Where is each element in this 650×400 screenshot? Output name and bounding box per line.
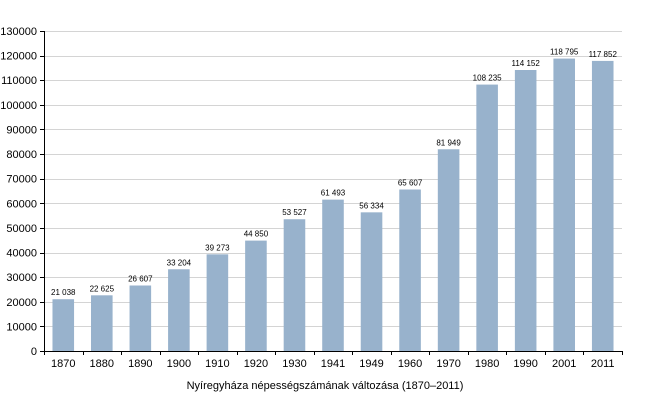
bar	[245, 240, 267, 351]
data-label: 26 607	[128, 275, 153, 284]
data-label: 114 152	[512, 59, 541, 68]
y-tick-label: 70000	[6, 174, 37, 186]
data-label: 39 273	[205, 243, 230, 252]
data-label: 22 625	[90, 284, 115, 293]
y-tick-label: 130000	[0, 26, 37, 38]
x-tick-label: 1910	[205, 358, 229, 370]
bar	[91, 295, 113, 351]
x-tick-label: 1900	[167, 358, 191, 370]
x-tick-label: 1870	[51, 358, 75, 370]
bar	[399, 189, 421, 351]
bar	[514, 70, 537, 351]
data-label: 65 607	[398, 179, 423, 188]
chart-title: Nyíregyháza népességszámának változása (…	[186, 380, 464, 392]
x-tick-label: 1980	[475, 358, 499, 370]
bar	[360, 212, 383, 351]
y-tick-label: 90000	[6, 124, 37, 136]
y-tick-label: 10000	[6, 321, 37, 333]
bar	[322, 199, 344, 351]
bar	[283, 219, 306, 351]
y-tick-label: 30000	[6, 272, 37, 284]
bar	[168, 269, 190, 351]
bar	[206, 254, 229, 351]
bar	[476, 84, 498, 352]
x-tick-label: 1990	[513, 358, 537, 370]
data-label: 118 795	[550, 48, 579, 57]
y-tick-label: 110000	[1, 75, 37, 87]
data-label: 108 235	[473, 74, 502, 83]
data-label: 21 038	[51, 288, 76, 297]
y-tick-label: 120000	[0, 51, 37, 63]
y-tick-label: 50000	[6, 223, 37, 235]
x-tick-label: 1930	[282, 358, 306, 370]
x-tick-label: 2001	[552, 358, 576, 370]
data-label: 44 850	[244, 230, 269, 239]
x-tick-label: 1960	[398, 358, 422, 370]
bar	[52, 299, 75, 351]
x-tick-label: 1970	[436, 358, 460, 370]
y-tick-label: 40000	[6, 248, 37, 260]
x-tick-label: 1890	[128, 358, 152, 370]
data-label: 81 949	[436, 138, 461, 147]
bar	[437, 149, 460, 351]
data-label: 33 204	[167, 258, 192, 267]
x-tick-label: 1941	[321, 358, 345, 370]
data-label: 61 493	[321, 189, 346, 198]
data-label: 117 852	[589, 50, 618, 59]
x-tick-label: 2011	[591, 358, 615, 370]
x-tick-label: 1920	[244, 358, 268, 370]
y-tick-label: 60000	[6, 198, 37, 210]
x-tick-label: 1949	[359, 358, 383, 370]
y-tick-label: 100000	[0, 100, 37, 112]
x-tick-label: 1880	[90, 358, 114, 370]
data-label: 53 527	[282, 208, 307, 217]
data-label: 56 334	[359, 201, 384, 210]
y-tick-label: 0	[31, 346, 37, 358]
bar	[591, 60, 614, 351]
bar	[129, 285, 152, 351]
y-tick-label: 20000	[6, 297, 37, 309]
bar	[553, 58, 575, 351]
y-tick-label: 80000	[6, 149, 37, 161]
